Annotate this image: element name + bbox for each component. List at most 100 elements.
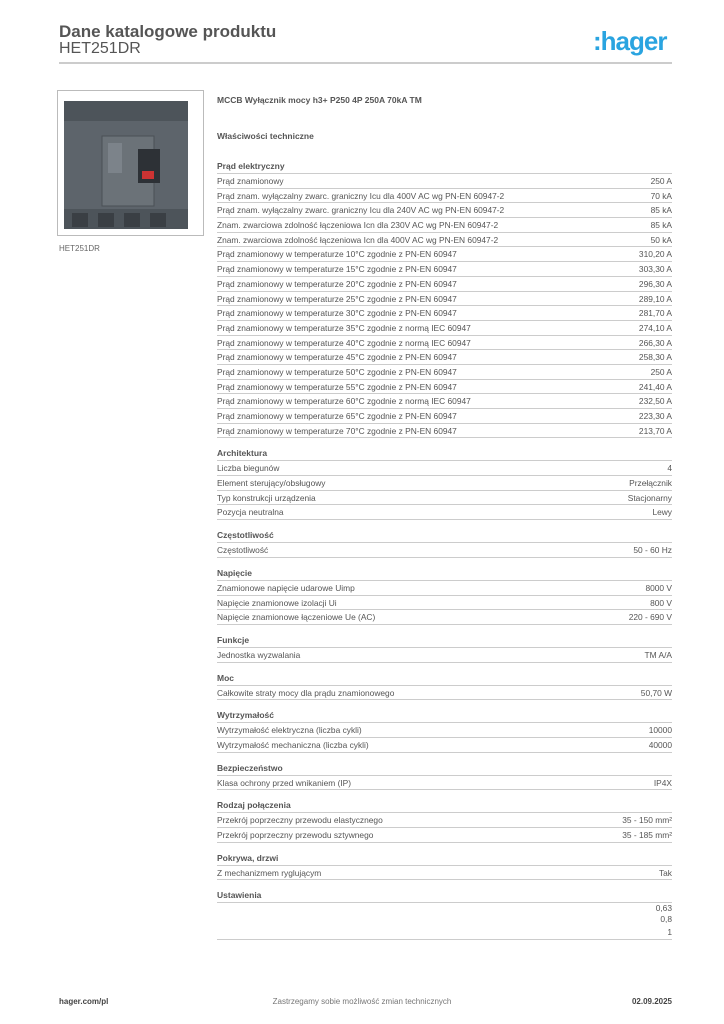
section-title: Ustawienia [217, 888, 672, 904]
spec-label: Pozycja neutralna [217, 507, 284, 518]
spec-value: 296,30 A [638, 278, 672, 289]
spec-row: Znam. zwarciowa zdolność łączeniowa Icn … [217, 233, 672, 248]
footer-disclaimer: Zastrzegamy sobie możliwość zmian techni… [272, 997, 452, 1006]
spec-label: Prąd znamionowy w temperaturze 60°C zgod… [217, 396, 471, 407]
spec-label: Znamionowe napięcie udarowe Uimp [217, 582, 355, 593]
section-title: Moc [217, 671, 672, 686]
spec-label: Jednostka wyzwalania [217, 649, 301, 660]
spec-value: 258,30 A [638, 352, 672, 363]
product-code: HET251DR [59, 40, 141, 57]
spec-value: 223,30 A [638, 411, 672, 421]
spec-value: Przełącznik [629, 478, 672, 489]
spec-row: Napięcie znamionowe izolacji Ui 800 V [217, 596, 672, 611]
spec-row: Przekrój poprzeczny przewodu elastyczneg… [217, 813, 672, 828]
spec-label: Prąd znamionowy w temperaturze 50°C zgod… [217, 366, 457, 377]
image-caption: HET251DR [59, 244, 100, 253]
product-name: MCCB Wyłącznik mocy h3+ P250 4P 250A 70k… [217, 95, 422, 105]
spec-value: 303,30 A [638, 264, 672, 275]
spec-value: 35 - 150 mm² [622, 815, 672, 826]
section-title: Częstotliwość [217, 528, 672, 544]
spec-label: Prąd znamionowy w temperaturze 70°C zgod… [217, 425, 457, 436]
spec-row: Częstotliwość 50 - 60 Hz [217, 543, 672, 558]
spec-row: Napięcie znamionowe łączeniowe Ue (AC) 22… [217, 610, 672, 625]
section-title: Napięcie [217, 566, 672, 581]
spec-label: Z mechanizmem ryglującym [217, 867, 322, 878]
spec-row: Jednostka wyzwalania TM A/A [217, 648, 672, 663]
spec-label: Prąd znamionowy w temperaturze 35°C zgod… [217, 322, 471, 333]
spec-value: 8000 V [645, 582, 672, 593]
spec-label: Liczba biegunów [217, 463, 280, 474]
spec-row: Prąd znamionowy w temperaturze 60°C zgod… [217, 394, 672, 409]
spec-row: Przekrój poprzeczny przewodu sztywnego 35… [217, 828, 672, 843]
spec-value: 4 [667, 463, 672, 474]
spec-row: Prąd znamionowy w temperaturze 10°C zgod… [217, 247, 672, 263]
spec-row: Prąd znamionowy w temperaturze 20°C zgod… [217, 277, 672, 292]
spec-row: Prąd znamionowy w temperaturze 40°C zgod… [217, 336, 672, 351]
spec-label: Prąd znamionowy w temperaturze 65°C zgod… [217, 411, 457, 421]
section-title: Bezpieczeństwo [217, 761, 672, 776]
spec-value: Tak [658, 867, 672, 878]
spec-value: Lewy [652, 507, 672, 518]
spec-row: Prąd znamionowy w temperaturze 50°C zgod… [217, 365, 672, 380]
spec-value: 266,30 A [638, 337, 672, 348]
spec-label: Wytrzymałość elektryczna (liczba cykli) [217, 725, 362, 736]
spec-label: Typ konstrukcji urządzenia [217, 492, 316, 503]
spec-row: Prąd znamionowy 250 A [217, 174, 672, 189]
spec-row: Klasa ochrony przed wnikaniem (IP) IP4X [217, 776, 672, 791]
spec-value: 220 - 690 V [628, 612, 672, 623]
spec-value: 800 V [650, 597, 672, 608]
spec-value: 281,70 A [638, 308, 672, 319]
spec-row: Pozycja neutralna Lewy [217, 505, 672, 521]
spec-value: 213,70 A [638, 425, 672, 436]
section-title: Funkcje [217, 633, 672, 648]
spec-row: Wytrzymałość mechaniczna (liczba cykli) 4… [217, 738, 672, 753]
spec-value: 250 A [650, 176, 672, 186]
spec-value: 274,10 A [638, 322, 672, 333]
footer-website[interactable]: hager.com/pl [59, 997, 109, 1006]
spec-value: 50 kA [650, 234, 672, 245]
spec-value: IP4X [653, 777, 672, 788]
spec-value: 70 kA [650, 190, 672, 201]
spec-label: Prąd znamionowy w temperaturze 15°C zgod… [217, 264, 457, 275]
spec-label: Klasa ochrony przed wnikaniem (IP) [217, 777, 352, 788]
spec-label: Napięcie znamionowe łączeniowe Ue (AC) [217, 612, 376, 623]
spec-row: Znam. zwarciowa zdolność łączeniowa Icn … [217, 218, 672, 233]
spec-row: Całkowite straty mocy dla prądu znamiono… [217, 686, 672, 701]
technical-specs: MCCB Wyłącznik mocy h3+ P250 4P 250A 70k… [217, 95, 672, 941]
spec-row: Prąd znamionowy w temperaturze 30°C zgod… [217, 306, 672, 321]
spec-label: Prąd znamionowy w temperaturze 30°C zgod… [217, 308, 457, 319]
header-divider [59, 62, 672, 64]
spec-row: Prąd znam. wyłączalny zwarc. graniczny I… [217, 203, 672, 219]
spec-value: 289,10 A [638, 293, 672, 304]
section-title: Wytrzymałość [217, 708, 672, 724]
spec-label: Prąd znamionowy w temperaturze 45°C zgod… [217, 352, 457, 363]
spec-value: TM A/A [644, 649, 672, 660]
spec-label: Wytrzymałość mechaniczna (liczba cykli) [217, 739, 369, 750]
spec-row: Typ konstrukcji urządzenia Stacjonarny [217, 491, 672, 506]
section-title: Pokrywa, drzwi [217, 851, 672, 866]
spec-row: 1 [217, 925, 672, 941]
spec-row: Liczba biegunów 4 [217, 461, 672, 477]
spec-value: 1 [667, 927, 672, 938]
spec-label: Częstotliwość [217, 545, 269, 556]
spec-label: Przekrój poprzeczny przewodu elastyczneg… [217, 815, 383, 826]
spec-label: Przekrój poprzeczny przewodu sztywnego [217, 830, 374, 840]
page-title: Dane katalogowe produktu [59, 22, 277, 41]
spec-value: 50,70 W [640, 687, 672, 698]
spec-row: Prąd znamionowy w temperaturze 35°C zgod… [217, 321, 672, 336]
section-title: Prąd elektryczny [217, 159, 672, 174]
section-title: Rodzaj połączenia [217, 798, 672, 814]
spec-row: 0,63 [217, 903, 672, 914]
spec-value: 250 A [650, 366, 672, 377]
properties-heading: Właściwości techniczne [217, 131, 314, 141]
spec-label: Prąd znamionowy w temperaturze 20°C zgod… [217, 278, 457, 289]
spec-value: 0,8 [660, 914, 672, 925]
spec-row: Prąd znam. wyłączalny zwarc. graniczny I… [217, 189, 672, 204]
spec-value: Stacjonarny [627, 492, 672, 503]
spec-value: 40000 [648, 739, 672, 750]
spec-value: 0,63 [655, 903, 672, 914]
spec-label: Element sterujący/obsługowy [217, 478, 326, 489]
spec-row: Wytrzymałość elektryczna (liczba cykli) 1… [217, 723, 672, 738]
spec-row: 0,8 [217, 914, 672, 925]
spec-row: Prąd znamionowy w temperaturze 70°C zgod… [217, 424, 672, 439]
